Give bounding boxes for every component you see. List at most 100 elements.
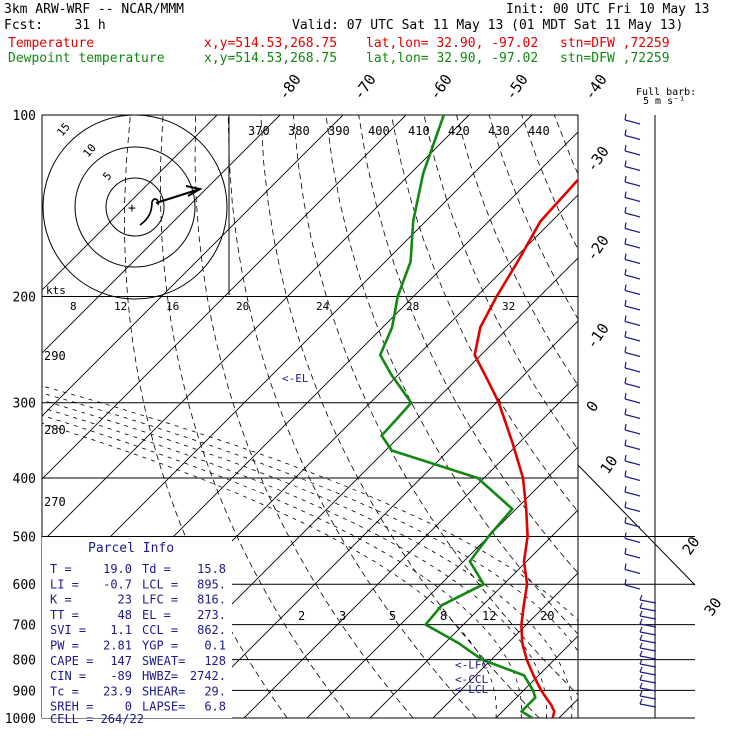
parcel-info-value: 1.1 <box>110 623 132 637</box>
parcel-info-value: 29. <box>204 684 226 698</box>
wind-barb-icon <box>624 253 641 265</box>
temperature-tick-label: -50 <box>502 71 532 104</box>
wind-barb-icon <box>639 634 657 644</box>
isotherm-line <box>685 115 740 718</box>
parcel-info-value: 895. <box>197 577 226 591</box>
wind-barb-icon <box>639 682 657 692</box>
wind-barb-icon <box>639 658 657 668</box>
parcel-level-marker: <-CCL <box>455 673 488 686</box>
wind-legend-title: Full barb: <box>636 87 696 98</box>
dry-adiabat-label: 280 <box>44 423 66 437</box>
parcel-info-key: LAPSE= <box>142 700 185 714</box>
mixing-ratio-label: 20 <box>540 609 554 623</box>
pressure-tick-label: 400 <box>13 472 36 487</box>
wind-barb-icon <box>624 113 641 125</box>
parcel-info-key: K = <box>50 593 72 607</box>
pressure-tick-label: 300 <box>13 397 36 412</box>
wind-barb-icon <box>624 501 641 513</box>
dewpoint-profile-line <box>378 115 537 718</box>
parcel-info-key: TT = <box>50 608 79 622</box>
parcel-info-key: SWEAT= <box>142 654 185 668</box>
wind-barb-icon <box>624 237 641 249</box>
wind-barb-icon <box>639 602 657 612</box>
dry-adiabat-line <box>260 115 540 718</box>
pressure-tick-label: 800 <box>13 654 36 669</box>
parcel-info-value: 48 <box>118 608 132 622</box>
plot-frame <box>41 114 579 719</box>
isotherm-line <box>369 509 578 718</box>
hodograph-origin: + <box>128 201 136 216</box>
theta-label: 430 <box>488 124 510 138</box>
isotherm-line <box>495 635 578 718</box>
parcel-info-key: SREH = <box>50 700 93 714</box>
hodograph-speed-tick: 20 <box>236 300 249 313</box>
parcel-info-key: Td = <box>142 562 171 576</box>
dry-adiabat-line <box>423 115 578 450</box>
wind-barb-icon <box>624 408 641 420</box>
forecast-hour: Fcst: 31 h <box>4 18 106 33</box>
dewpoint-xy: x,y=514.53,268.75 <box>204 51 338 66</box>
mixing-ratio-label: 2 <box>298 609 305 623</box>
temperature-tick-label: -30 <box>583 143 613 176</box>
theta-label: 440 <box>528 124 550 138</box>
hodograph-speed-tick: 24 <box>316 300 330 313</box>
theta-label: 410 <box>408 124 430 138</box>
wind-barb-icon <box>624 454 641 466</box>
parcel-info-value: 2.81 <box>103 639 132 653</box>
hodograph-ring <box>42 114 228 300</box>
wind-barb-icon <box>624 547 641 559</box>
isotherm-line <box>42 115 407 480</box>
hodograph-ring-label: 10 <box>80 141 98 160</box>
wind-legend-value: 5 m s⁻¹ <box>643 96 685 107</box>
moist-adiabat-line <box>42 392 578 652</box>
parcel-info-cell: CELL = 264/22 <box>50 712 144 726</box>
wind-barb-icon <box>624 206 641 218</box>
temperature-tick-label: 0 <box>583 398 603 416</box>
wind-barb-icon <box>639 666 657 676</box>
wind-barb-icon <box>624 268 641 280</box>
parcel-info-value: 0.1 <box>204 639 226 653</box>
hodograph-ring <box>105 177 165 237</box>
dry-adiabat-line <box>717 115 740 718</box>
parcel-info-title: Parcel Info <box>88 541 174 556</box>
wind-barb-icon <box>624 315 641 327</box>
temperature-tick-label: -60 <box>426 71 456 104</box>
temperature-tick-label: -80 <box>275 71 305 104</box>
isotherm-line <box>243 383 578 718</box>
theta-label: 420 <box>448 124 470 138</box>
dry-adiabat-line <box>358 115 578 574</box>
dry-adiabat-line <box>553 115 578 175</box>
parcel-info-key: HWBZ= <box>142 669 178 683</box>
parcel-info-value: 19.0 <box>103 562 132 576</box>
dry-adiabat-line <box>587 115 740 718</box>
wind-barb-icon <box>624 175 641 187</box>
mixing-ratio-label: 3 <box>339 609 346 623</box>
theta-label: 400 <box>368 124 390 138</box>
theta-label: 370 <box>248 124 270 138</box>
parcel-info-value: 273. <box>197 608 226 622</box>
isotherm-line <box>306 446 578 718</box>
isotherm-line <box>42 115 344 417</box>
hodograph-speed-tick: 8 <box>70 300 77 313</box>
isotherm-line <box>622 115 740 718</box>
parcel-level-marker: <-LCL <box>455 683 488 696</box>
hodograph-speed-tick: 16 <box>166 300 179 313</box>
temperature-tick-label: -10 <box>583 320 613 353</box>
wind-barb-icon <box>639 674 657 684</box>
theta-label: 390 <box>328 124 350 138</box>
wind-barb-icon <box>624 144 641 156</box>
parcel-info-value: 15.8 <box>197 562 226 576</box>
wind-barb-icon <box>639 618 657 628</box>
wind-barb-icon <box>639 698 657 708</box>
dry-adiabat-line <box>325 115 578 635</box>
parcel-info-key: SVI = <box>50 623 86 637</box>
wind-barb-icon <box>624 423 641 435</box>
moist-adiabat-line <box>42 415 522 718</box>
dewpoint-latlon: lat,lon= 32.90, -97.02 <box>366 51 539 66</box>
pressure-tick-label: 200 <box>13 291 36 306</box>
moist-adiabat-line <box>42 407 548 718</box>
pressure-tick-label: 700 <box>13 619 36 634</box>
dry-adiabat-line <box>488 115 578 320</box>
dry-adiabat-label: 270 <box>44 495 66 509</box>
pressure-tick-label: 600 <box>13 578 36 593</box>
